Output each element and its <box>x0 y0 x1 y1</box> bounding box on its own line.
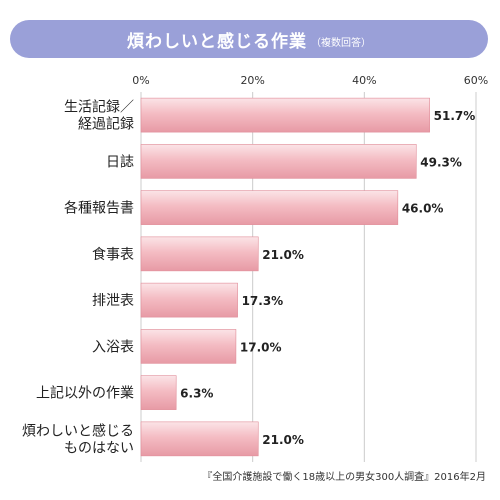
chart-title: 煩わしいと感じる作業 <box>127 31 307 52</box>
data-label: 21.0% <box>262 248 304 262</box>
source-note: 『全国介護施設で働く18歳以上の男女300人調査』2016年2月 <box>202 472 486 483</box>
bar <box>140 421 259 457</box>
category-label: 食事表 <box>92 246 134 263</box>
bar <box>140 190 399 225</box>
category-label: 各種報告書 <box>64 201 134 217</box>
category-label: 経過記録 <box>78 116 134 133</box>
bar <box>140 236 259 272</box>
data-label: 49.3% <box>420 155 462 169</box>
x-tick-label: 60% <box>464 74 488 87</box>
x-tick-label: 40% <box>352 74 376 87</box>
bar <box>140 375 177 410</box>
x-tick-label: 20% <box>240 74 264 87</box>
bar <box>140 282 238 318</box>
x-tick-label: 0% <box>132 74 149 87</box>
data-label: 17.3% <box>242 294 284 308</box>
category-label: ものはない <box>64 440 134 456</box>
bar <box>140 97 430 133</box>
data-label: 6.3% <box>180 387 213 401</box>
category-label: 生活記録／ <box>64 99 134 116</box>
category-label: 入浴表 <box>92 339 134 355</box>
category-label: 上記以外の作業 <box>36 385 134 402</box>
data-label: 17.0% <box>240 340 282 354</box>
title-bar: 煩わしいと感じる作業 （複数回答） <box>10 20 488 58</box>
bar <box>140 329 237 364</box>
data-label: 51.7% <box>434 109 476 123</box>
data-label: 21.0% <box>262 433 304 447</box>
title-text: 煩わしいと感じる作業 （複数回答） <box>10 20 488 58</box>
category-label: 日誌 <box>106 154 134 170</box>
category-label: 排泄表 <box>92 293 134 309</box>
category-label: 煩わしいと感じる <box>22 422 134 439</box>
bar <box>140 144 417 179</box>
chart-subtitle: （複数回答） <box>311 37 371 49</box>
data-label: 46.0% <box>402 202 444 216</box>
